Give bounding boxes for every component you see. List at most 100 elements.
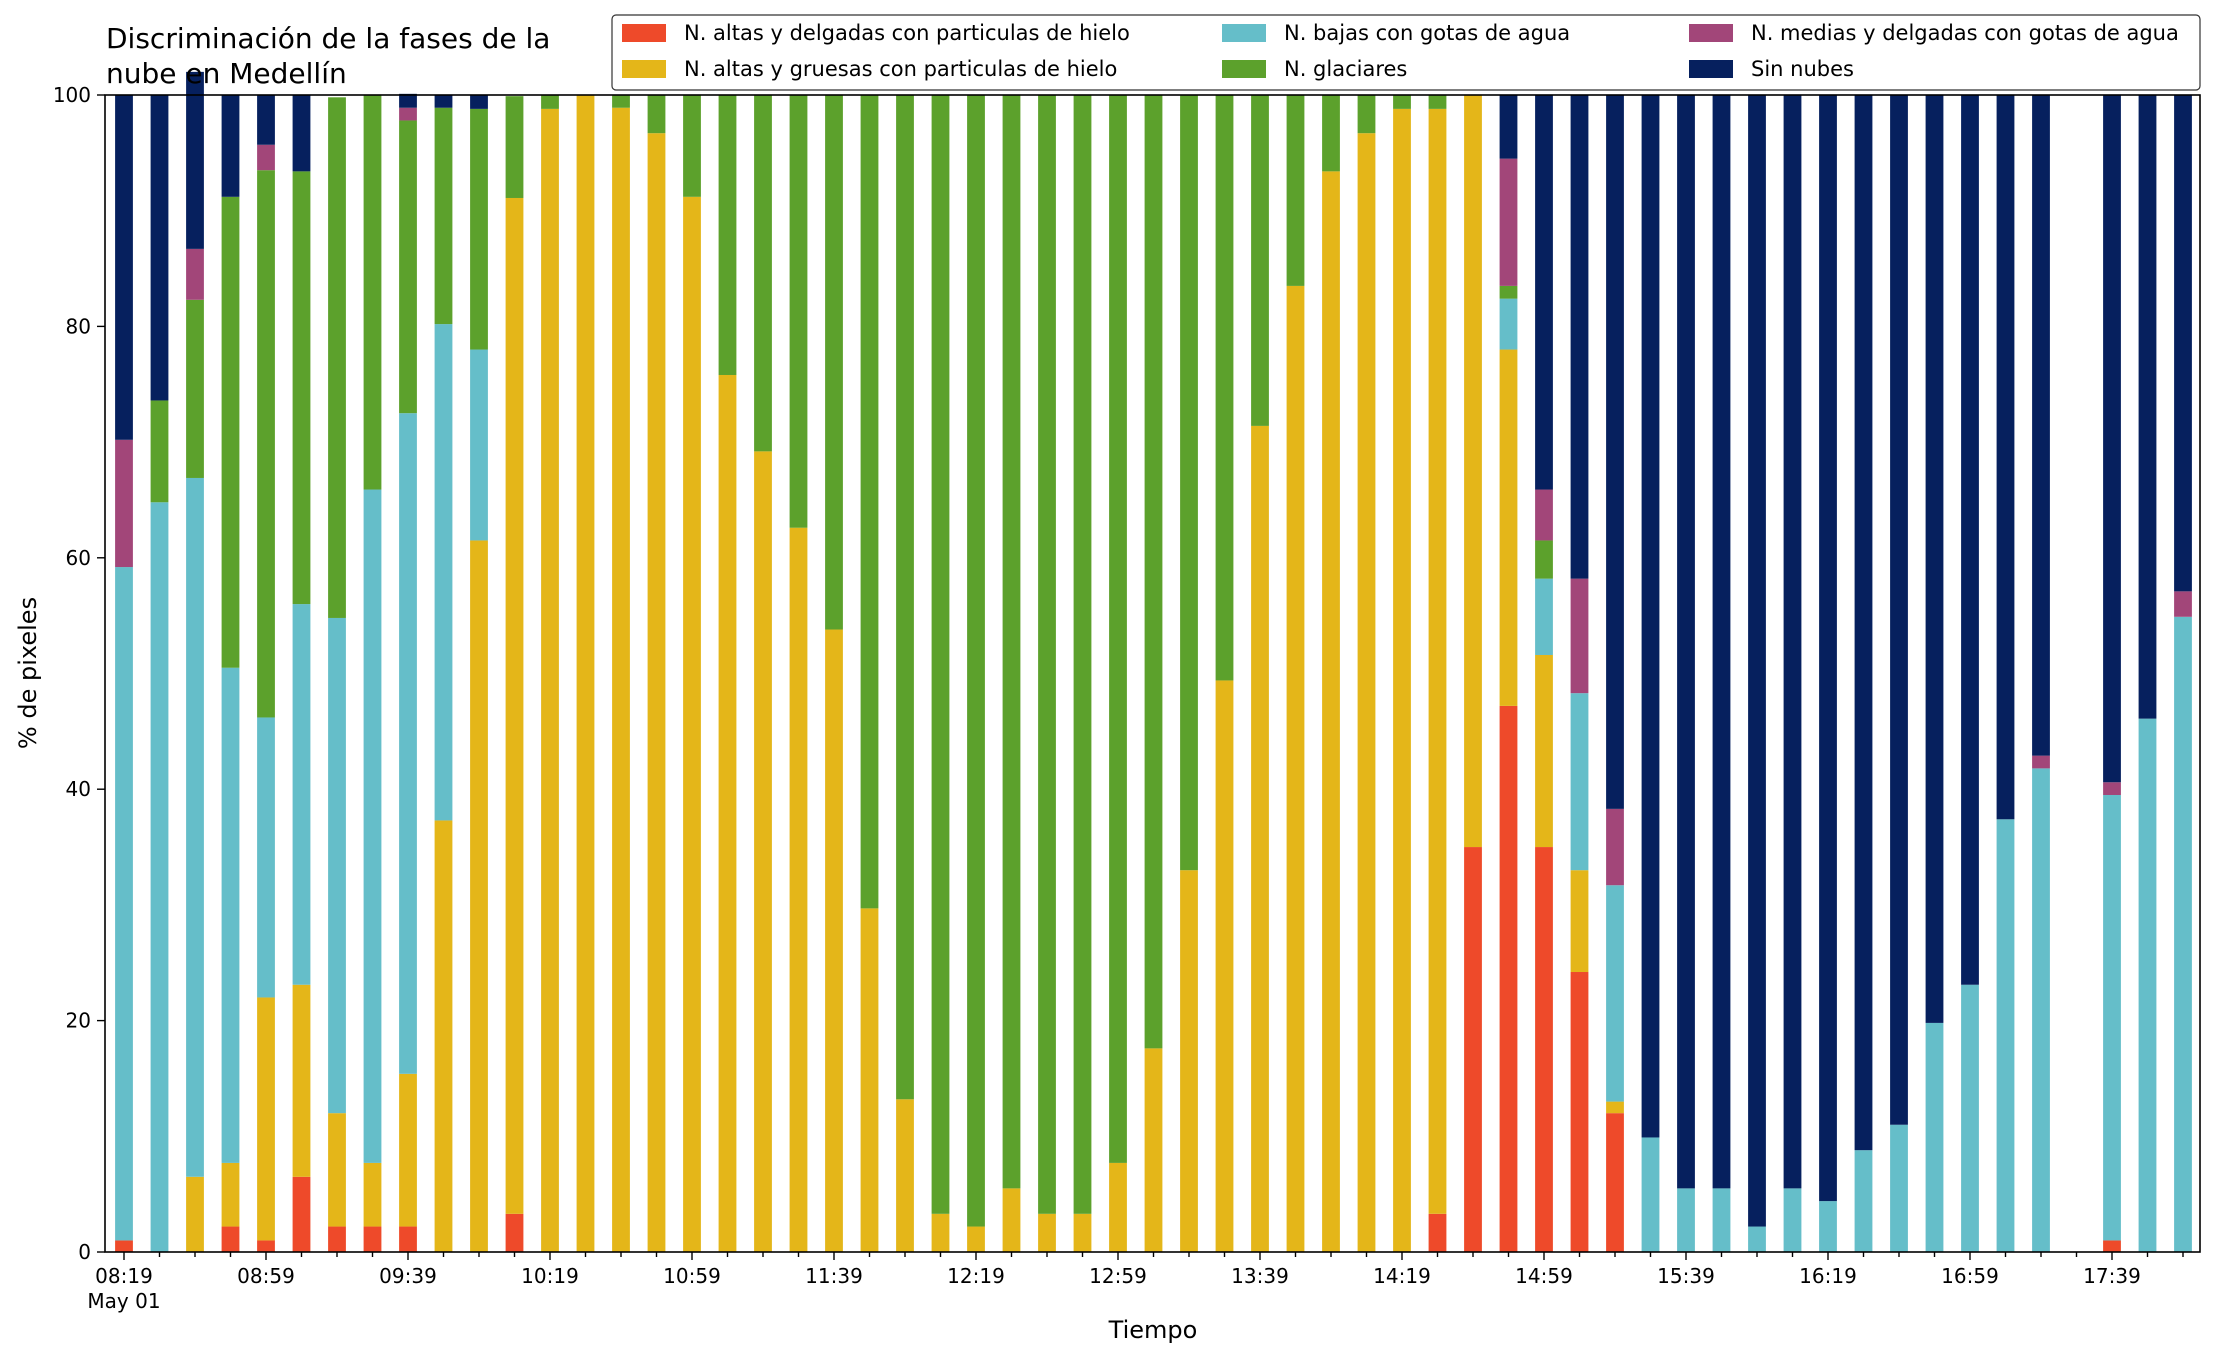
bar-segment-s1-b41 (1570, 870, 1589, 973)
bar-segment-s0-b7 (363, 1226, 382, 1252)
y-tick-label: 0 (78, 1240, 91, 1264)
bar-segment-s2-b41 (1570, 693, 1589, 871)
legend-swatch (1689, 60, 1733, 78)
bar-segment-s4-b4 (257, 144, 275, 171)
bar-segment-s1-b38 (1464, 95, 1482, 848)
bar-segment-s3-b20 (825, 95, 843, 630)
bar-segment-s1-b33 (1286, 285, 1305, 1252)
legend-label: N. altas y delgadas con particulas de hi… (684, 21, 1130, 45)
bar-segment-s3-b15 (647, 95, 666, 134)
x-tick-label: 14:59 (1515, 1264, 1573, 1288)
bar-segment-s4-b58 (2174, 591, 2192, 617)
bar-segment-s1-b34 (1322, 171, 1340, 1253)
bar-segment-s4-b39 (1499, 158, 1518, 286)
bar-segment-s3-b40 (1535, 540, 1553, 579)
bar-segment-s0-b38 (1464, 847, 1482, 1252)
bar-segment-s2-b3 (221, 667, 240, 1163)
bar-segment-s3-b22 (896, 95, 914, 1100)
x-tick-label: 13:39 (1231, 1264, 1289, 1288)
bar-segment-s3-b24 (967, 95, 985, 1227)
x-tick-label: 12:19 (947, 1264, 1005, 1288)
bar-segment-s3-b26 (1038, 95, 1056, 1214)
bar-segment-s1-b6 (328, 1113, 346, 1227)
bar-segment-s3-b28 (1109, 95, 1127, 1163)
y-axis-label: % de pixeles (14, 597, 42, 749)
bar-segment-s1-b8 (399, 1073, 417, 1227)
bar-segment-s1-b39 (1499, 349, 1518, 706)
plot-frame (104, 94, 2201, 1253)
bar-segment-s3-b10 (470, 108, 488, 350)
bar-segment-s3-b23 (931, 95, 950, 1214)
bar-segment-s5-b39 (1499, 95, 1518, 159)
legend-label: N. bajas con gotas de agua (1284, 21, 1570, 45)
bar-segment-s1-b12 (541, 108, 559, 1252)
legend: N. altas y delgadas con particulas de hi… (611, 14, 2201, 91)
bar-segment-s2-b7 (363, 489, 382, 1163)
bar-segment-s2-b43 (1641, 1137, 1660, 1252)
bar-segment-s1-b20 (825, 629, 843, 1252)
bar-segment-s3-b1 (150, 400, 169, 503)
bar-segment-s2-b10 (470, 349, 488, 541)
bar-segment-s1-b25 (1002, 1188, 1021, 1252)
bar-segment-s1-b29 (1144, 1048, 1163, 1252)
bar-segment-s1-b37 (1428, 108, 1447, 1214)
bar-segment-s1-b18 (754, 451, 772, 1252)
bar-segment-s1-b35 (1357, 133, 1376, 1253)
y-tick-label: 60 (66, 546, 91, 570)
legend-label: Sin nubes (1751, 57, 1854, 81)
bar-segment-s2-b40 (1535, 578, 1553, 655)
bar-segment-s1-b19 (789, 527, 808, 1252)
bars-layer (115, 71, 2192, 1253)
bar-segment-s0-b3 (221, 1226, 240, 1252)
bar-segment-s0-b56 (2103, 1240, 2121, 1252)
legend-swatch (1222, 24, 1266, 42)
x-tick-label: 17:39 (2083, 1264, 2141, 1288)
bar-segment-s3-b32 (1251, 95, 1269, 426)
legend-swatch (622, 24, 666, 42)
bar-segment-s2-b1 (150, 502, 169, 1252)
x-tick-label: 10:59 (663, 1264, 721, 1288)
bar-segment-s1-b7 (363, 1162, 382, 1227)
bar-segment-s2-b2 (186, 477, 204, 1177)
bar-segment-s5-b57 (2138, 95, 2157, 719)
bar-segment-s4-b2 (186, 248, 204, 300)
bar-segment-s5-b45 (1712, 95, 1731, 1189)
bar-segment-s4-b8 (399, 107, 417, 121)
bar-segment-s5-b54 (2032, 95, 2050, 756)
y-tick-label: 80 (66, 314, 91, 338)
bar-segment-s1-b32 (1251, 425, 1269, 1252)
bar-segment-s3-b6 (328, 97, 346, 618)
bar-segment-s2-b45 (1712, 1188, 1731, 1252)
bar-segment-s0-b41 (1570, 972, 1589, 1252)
bar-segment-s1-b30 (1180, 870, 1198, 1252)
chart-title-line-1: Discriminación de la fases de la (106, 22, 550, 55)
bar-segment-s2-b44 (1677, 1188, 1695, 1252)
bar-segment-s3-b8 (399, 120, 417, 414)
bar-segment-s0-b5 (292, 1176, 311, 1252)
bar-segment-s1-b3 (221, 1162, 240, 1227)
bar-segment-s5-b48 (1819, 95, 1837, 1202)
bar-segment-s3-b9 (434, 107, 453, 325)
bar-segment-s2-b4 (257, 717, 275, 998)
bar-segment-s0-b8 (399, 1226, 417, 1252)
bar-segment-s4-b40 (1535, 489, 1553, 541)
bar-segment-s3-b7 (363, 95, 382, 490)
bar-segment-s0-b39 (1499, 705, 1518, 1252)
bar-segment-s3-b17 (718, 95, 737, 375)
bar-segment-s5-b0 (115, 95, 133, 440)
bar-segment-s1-b40 (1535, 654, 1553, 848)
bar-segment-s3-b14 (612, 95, 630, 108)
bar-segment-s3-b2 (186, 299, 204, 478)
bar-segment-s2-b50 (1890, 1124, 1908, 1252)
bar-segment-s5-b44 (1677, 95, 1695, 1189)
x-tick-label: 16:19 (1799, 1264, 1857, 1288)
bar-segment-s1-b10 (470, 540, 488, 1252)
bar-segment-s3-b12 (541, 95, 559, 109)
bar-segment-s2-b48 (1819, 1201, 1837, 1252)
bar-segment-s0-b6 (328, 1226, 346, 1252)
bar-segment-s5-b53 (1996, 95, 2015, 820)
bar-segment-s1-b22 (896, 1099, 914, 1252)
x-tick-sublabel: May 01 (87, 1289, 160, 1313)
bar-segment-s5-b4 (257, 95, 275, 145)
